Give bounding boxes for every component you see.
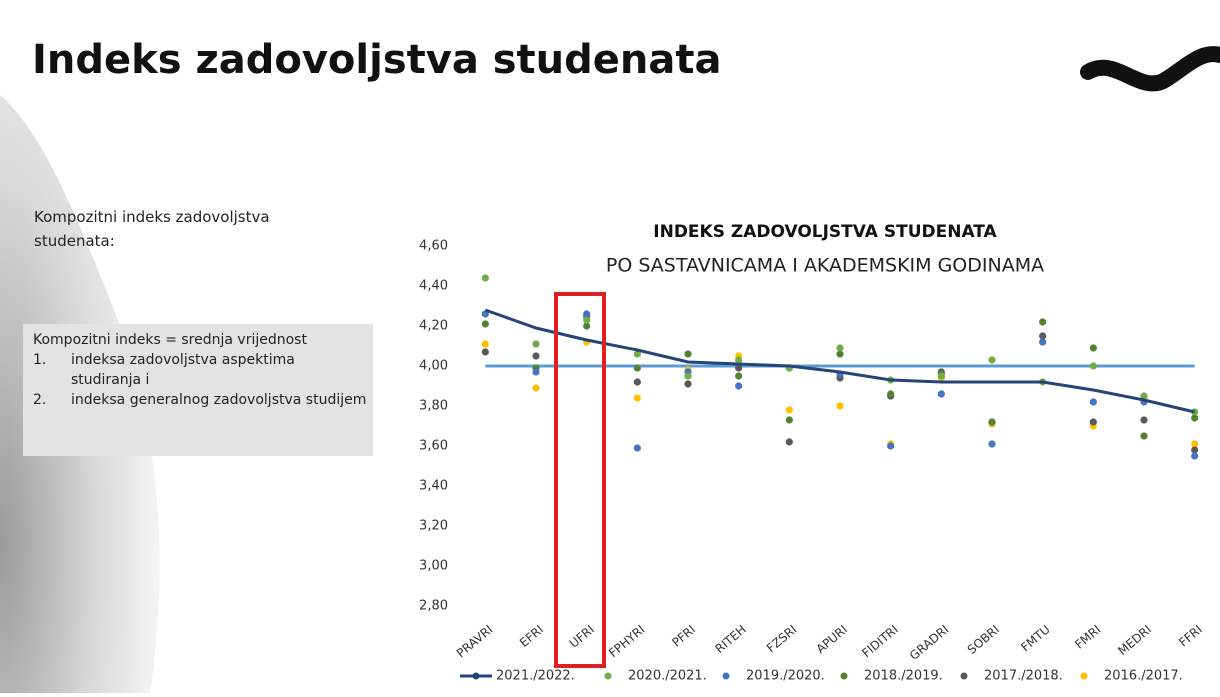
point (532, 352, 539, 359)
point (887, 390, 894, 397)
point (1090, 418, 1097, 425)
legend-label: 2019./2020. (746, 669, 825, 684)
x-tick-label: APURI (814, 622, 851, 656)
y-tick-label: 3,80 (419, 399, 448, 414)
definition-heading: Kompozitni indeks = srednja vrijednost (33, 330, 368, 350)
legend-label: 2017./2018. (984, 669, 1063, 684)
x-tick-label: GRADRI (907, 622, 952, 663)
point (532, 340, 539, 347)
point (684, 350, 691, 357)
y-tick-label: 4,40 (419, 279, 448, 294)
legend-swatch (961, 673, 968, 680)
point (786, 416, 793, 423)
x-tick-label: FFRI (1176, 622, 1205, 649)
intro: Kompozitni indeks zadovoljstva studenata… (34, 205, 334, 253)
chart-subtitle: PO SASTAVNICAMA I AKADEMSKIM GODINAMA (606, 255, 1044, 277)
y-tick-label: 4,00 (419, 359, 448, 374)
x-tick-label: PFRI (669, 622, 698, 649)
legend-swatch (841, 673, 848, 680)
series-line (485, 310, 1194, 412)
legend-label: 2016./2017. (1104, 669, 1183, 684)
point (583, 316, 590, 323)
legend-label: 2021./2022. (496, 669, 575, 684)
x-tick-label: FIDITRI (859, 622, 901, 660)
point (1140, 416, 1147, 423)
y-tick-label: 4,20 (419, 319, 448, 334)
item-number: 1. (33, 350, 71, 390)
point (786, 438, 793, 445)
y-tick-label: 3,20 (419, 519, 448, 534)
y-tick-label: 4,60 (419, 239, 448, 254)
point (634, 444, 641, 451)
legend-label: 2020./2021. (628, 669, 707, 684)
y-tick-label: 3,00 (419, 559, 448, 574)
logo (1088, 54, 1220, 83)
point (532, 384, 539, 391)
highlight-box (556, 294, 604, 666)
point (1039, 318, 1046, 325)
intro-box: Kompozitni indeks zadovoljstva studenata… (34, 205, 334, 265)
y-tick-label: 3,60 (419, 439, 448, 454)
point (482, 320, 489, 327)
point (634, 378, 641, 385)
chart-title: INDEKS ZADOVOLJSTVA STUDENATA (653, 222, 997, 242)
point (482, 274, 489, 281)
x-tick-label: UFRI (567, 622, 597, 650)
point (1090, 362, 1097, 369)
x-tick-label: MEDRI (1115, 622, 1154, 658)
point (1140, 432, 1147, 439)
legend-swatch (723, 673, 730, 680)
x-tick-label: FMRI (1072, 622, 1103, 651)
point (735, 382, 742, 389)
item-text: indeksa zadovoljstva aspektima studiranj… (71, 350, 368, 390)
slide: Indeks zadovoljstva studenata Kompozitni… (0, 0, 1220, 693)
point (482, 340, 489, 347)
legend-swatch (473, 673, 480, 680)
item-text: indeksa generalnog zadovoljstva studijem (71, 390, 368, 410)
point (988, 418, 995, 425)
point (634, 364, 641, 371)
x-tick-label: SOBRI (965, 622, 1002, 657)
point (1191, 452, 1198, 459)
page: Indeks zadovoljstva studenata Kompozitni… (0, 0, 1220, 693)
point (988, 440, 995, 447)
x-tick-label: FMTU (1018, 622, 1053, 654)
point (887, 442, 894, 449)
x-tick-label: FPHYRI (606, 622, 647, 660)
item-number: 2. (33, 390, 71, 410)
point (634, 394, 641, 401)
y-tick-label: 3,40 (419, 479, 448, 494)
point (684, 372, 691, 379)
point (1039, 338, 1046, 345)
point (938, 390, 945, 397)
slide-title: Indeks zadovoljstva studenata (32, 37, 722, 83)
point (786, 406, 793, 413)
point (1090, 344, 1097, 351)
x-tick-label: FZSRI (764, 622, 800, 655)
x-tick-label: EFRI (517, 622, 546, 650)
definition-content: Kompozitni indeks = srednja vrijednost 1… (33, 330, 368, 455)
point (988, 356, 995, 363)
point (836, 402, 843, 409)
x-tick-label: RITEH (712, 622, 748, 656)
point (684, 380, 691, 387)
point (735, 372, 742, 379)
point (938, 372, 945, 379)
point (1090, 398, 1097, 405)
y-tick-label: 2,80 (419, 599, 448, 614)
legend-label: 2018./2019. (864, 669, 943, 684)
plot: 2,80 3,00 3,20 3,40 3,60 3,80 4,00 4,20 4,40 4,60… (419, 239, 1205, 684)
point (836, 344, 843, 351)
legend-swatch (1081, 673, 1088, 680)
point (532, 368, 539, 375)
point (482, 348, 489, 355)
x-tick-label: PRAVRI (454, 622, 496, 660)
legend-swatch (605, 673, 612, 680)
